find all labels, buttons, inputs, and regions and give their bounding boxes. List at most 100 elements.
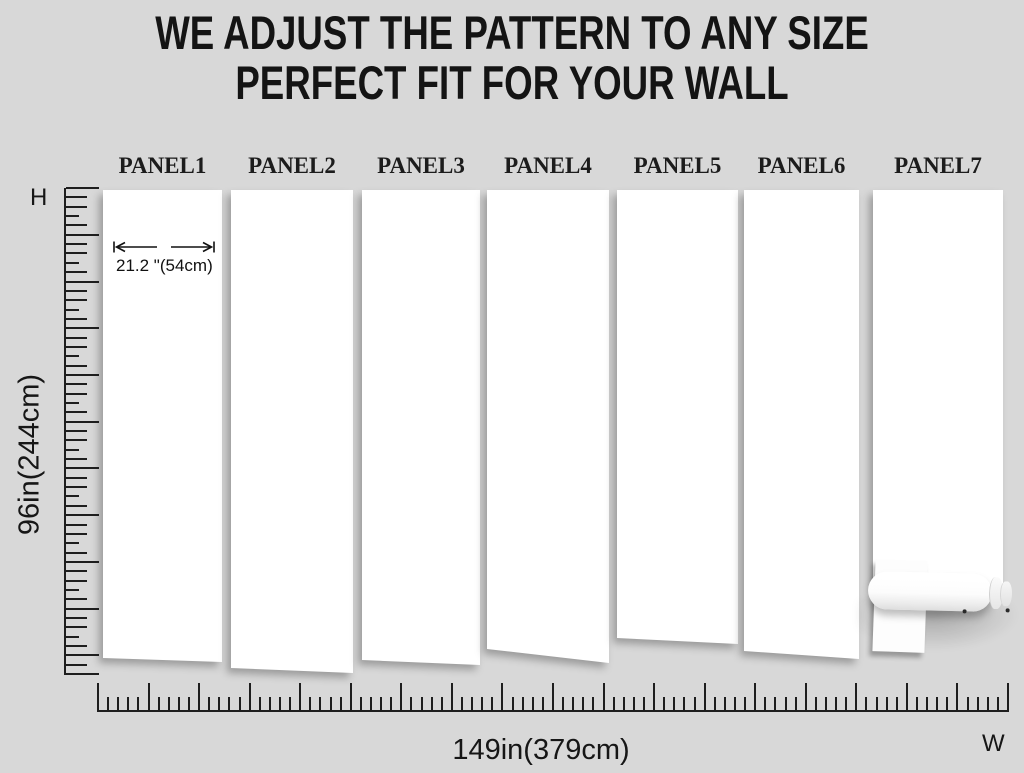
tick — [66, 383, 87, 386]
tick — [784, 697, 787, 711]
tick — [380, 697, 383, 711]
tick — [734, 697, 736, 711]
tick — [66, 560, 99, 563]
panel-label: PANEL2 — [248, 153, 336, 178]
page-title: WE ADJUST THE PATTERN TO ANY SIZE PERFEC… — [0, 8, 1024, 108]
tick — [66, 458, 87, 460]
sheet-face — [231, 190, 353, 673]
tick — [663, 697, 666, 711]
sheet-face — [103, 190, 222, 662]
tick — [66, 495, 79, 498]
panel-label: PANEL7 — [894, 153, 982, 178]
tick — [66, 439, 87, 442]
tick — [66, 299, 87, 302]
tick — [177, 697, 180, 711]
tick — [66, 467, 99, 470]
tick — [946, 697, 949, 711]
tick — [461, 697, 463, 711]
tick — [845, 697, 848, 711]
tick — [66, 542, 79, 545]
tick — [66, 579, 87, 582]
tick — [501, 683, 504, 711]
tick — [66, 233, 99, 236]
double-arrow-icon — [113, 241, 215, 253]
tick — [66, 551, 87, 554]
tick — [420, 697, 423, 711]
tick — [956, 683, 959, 711]
tick — [66, 635, 79, 638]
tick — [531, 697, 534, 711]
height-corner-label: H — [30, 184, 48, 211]
tick — [66, 523, 87, 526]
tick — [632, 697, 635, 711]
tick — [582, 697, 585, 711]
sheet-face — [487, 190, 609, 663]
tick — [1007, 683, 1009, 711]
tick — [157, 697, 160, 711]
tick — [986, 697, 989, 711]
tick — [198, 683, 201, 711]
tick — [127, 697, 130, 711]
tick — [66, 476, 87, 479]
tick — [905, 683, 908, 711]
tick — [794, 697, 797, 711]
tick — [713, 697, 716, 711]
sheet-face — [362, 190, 480, 665]
tick — [592, 697, 595, 711]
tick — [117, 697, 120, 711]
tick — [66, 411, 87, 414]
sheet-face — [873, 190, 1003, 585]
panel-2-sheet — [231, 190, 353, 673]
tick — [66, 626, 87, 629]
tick — [66, 532, 87, 535]
tick — [400, 683, 403, 711]
tick — [66, 205, 87, 208]
tick — [643, 697, 645, 711]
panel-6-sheet — [744, 190, 859, 659]
sheet-face — [617, 190, 738, 644]
tick — [835, 697, 838, 711]
tick — [703, 683, 706, 711]
tick — [66, 280, 99, 283]
tick — [936, 697, 939, 711]
tick — [875, 697, 878, 711]
sheet-face — [744, 190, 859, 659]
tick — [289, 697, 292, 711]
panel-7-sheet — [873, 190, 1003, 585]
tick — [814, 697, 817, 711]
tick — [764, 697, 767, 711]
tick — [440, 697, 443, 711]
tick — [66, 252, 87, 255]
tick — [66, 607, 99, 610]
vertical-ruler-line — [64, 188, 66, 675]
tick — [66, 373, 99, 376]
tick — [552, 683, 554, 711]
tick — [66, 317, 87, 320]
tick — [66, 289, 87, 292]
tick — [744, 697, 747, 711]
tick — [683, 697, 686, 711]
tick — [572, 697, 575, 711]
tick — [511, 697, 514, 711]
roll-end-cap — [999, 581, 1013, 607]
tick — [66, 187, 99, 189]
tick — [602, 683, 605, 711]
panel-label: PANEL1 — [118, 153, 207, 178]
tick — [329, 697, 332, 711]
horizontal-ruler-line — [97, 710, 1009, 712]
tick — [66, 448, 79, 451]
roll-dot — [962, 609, 967, 614]
tick — [723, 697, 726, 711]
tick — [188, 697, 190, 711]
tick — [66, 616, 87, 619]
tick — [430, 697, 433, 711]
tick — [541, 697, 544, 711]
tick — [66, 588, 79, 591]
tick — [521, 697, 524, 711]
tick — [66, 402, 79, 404]
tick — [390, 697, 393, 711]
tick — [66, 215, 79, 217]
tick — [97, 683, 99, 711]
tick — [66, 308, 79, 311]
